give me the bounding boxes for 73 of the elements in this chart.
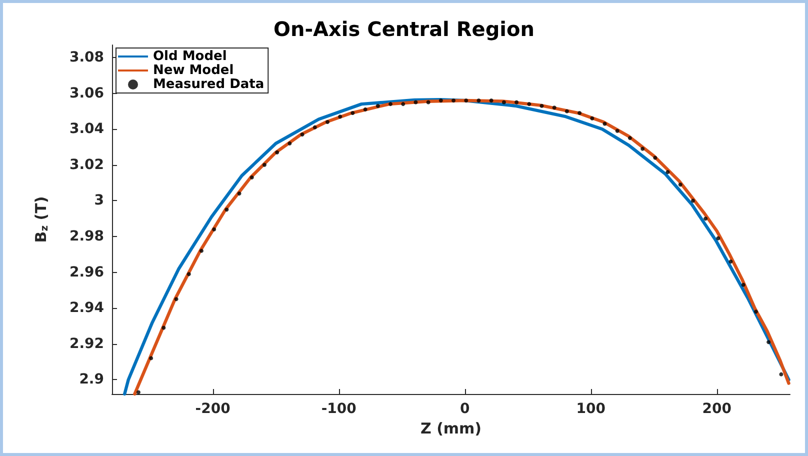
point xyxy=(690,198,695,203)
y-tick-label: 3.04 xyxy=(69,121,104,138)
y-tick-label: 2.94 xyxy=(69,300,104,316)
point xyxy=(653,156,658,160)
point xyxy=(388,102,393,106)
point xyxy=(552,106,556,110)
y-tick-label: 2.98 xyxy=(69,228,104,245)
point xyxy=(363,107,368,112)
point xyxy=(162,326,166,330)
point xyxy=(250,175,254,180)
y-tick-label: 3 xyxy=(94,192,104,209)
point xyxy=(401,102,406,106)
y-tick-label: 2.9 xyxy=(79,372,104,388)
point xyxy=(426,100,430,104)
point xyxy=(578,111,582,116)
point xyxy=(149,356,154,360)
point xyxy=(300,132,304,136)
point xyxy=(602,122,607,126)
point xyxy=(275,150,280,154)
point xyxy=(615,128,620,133)
point xyxy=(678,182,682,187)
legend-label: Measured Data xyxy=(153,77,264,92)
x-tick-label: 200 xyxy=(702,401,732,417)
point xyxy=(376,104,380,108)
point xyxy=(326,120,330,124)
y-tick-label: 3.02 xyxy=(69,156,104,173)
y-tick-label: 2.92 xyxy=(69,336,104,352)
point xyxy=(666,170,670,174)
y-tick-label: 3.08 xyxy=(69,50,104,66)
y-tick-label: 2.96 xyxy=(69,264,104,280)
x-tick-label: 0 xyxy=(460,401,470,417)
point xyxy=(527,102,532,106)
chart-title: On-Axis Central Region xyxy=(274,17,534,41)
y-tick-label: 3.06 xyxy=(69,85,104,102)
point xyxy=(438,98,443,102)
x-tick-label: -200 xyxy=(195,401,231,417)
point xyxy=(136,390,140,394)
point xyxy=(728,260,733,264)
point xyxy=(716,236,720,240)
point xyxy=(237,192,242,196)
point xyxy=(779,372,784,376)
y-axis-title: Bz (T) xyxy=(32,196,50,243)
point xyxy=(514,100,519,104)
point xyxy=(212,227,216,232)
point xyxy=(540,104,544,108)
point xyxy=(476,98,481,102)
point xyxy=(564,109,569,114)
point xyxy=(174,297,178,302)
point xyxy=(199,248,204,253)
point xyxy=(489,98,494,102)
point xyxy=(452,98,456,102)
x-axis-title: Z (mm) xyxy=(420,419,482,438)
point xyxy=(186,272,191,276)
point xyxy=(704,216,708,221)
point xyxy=(464,98,468,102)
point xyxy=(350,111,355,116)
legend-label: Old Model xyxy=(153,49,227,64)
point xyxy=(502,100,506,104)
point xyxy=(414,100,418,104)
point xyxy=(288,141,292,146)
point xyxy=(262,162,266,167)
point xyxy=(338,114,342,119)
x-tick-label: -100 xyxy=(321,401,357,417)
point xyxy=(224,208,229,212)
point xyxy=(741,282,746,287)
point xyxy=(590,116,594,120)
point xyxy=(640,146,645,151)
point xyxy=(628,136,632,140)
x-tick-label: 100 xyxy=(576,401,606,417)
legend-label: New Model xyxy=(153,63,234,78)
point xyxy=(754,310,758,314)
point xyxy=(312,125,317,130)
point xyxy=(766,340,771,344)
